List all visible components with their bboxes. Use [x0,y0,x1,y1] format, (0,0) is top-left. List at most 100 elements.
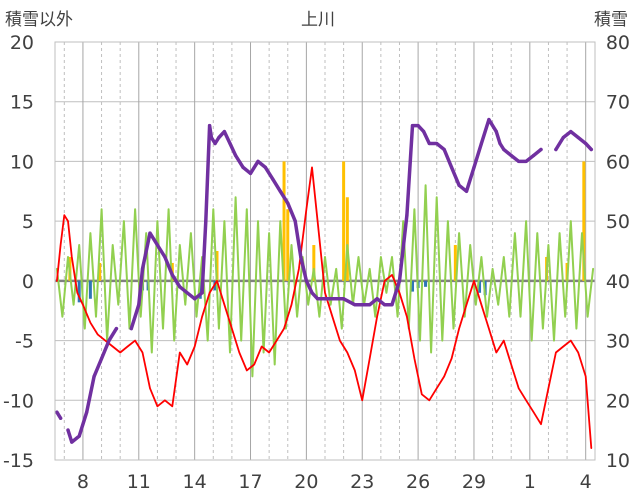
snow-depth-point [107,338,111,343]
snow-depth-point [155,243,160,247]
left-tick-label: -5 [15,331,34,353]
snow-depth-point [263,165,268,169]
sunshine-bar [88,280,92,299]
snow-depth-point [589,147,593,152]
snow-depth-point [278,189,282,193]
x-tick-label: 23 [350,471,374,493]
snow-depth-point [213,141,217,146]
snow_depth-line [55,117,594,444]
right-tick-label: 20 [606,390,630,412]
right-axis-title: 積雪 [594,10,628,30]
snow-depth-point [200,291,204,295]
left-tick-label: 15 [10,92,34,114]
x-tick-labels: 8 11 14 17 20 23 26 29 1 4 [77,471,592,493]
x-tick-label: 26 [406,471,430,493]
snow-depth-point [368,303,372,307]
snow-depth-point [222,129,227,134]
snow-depth-point [390,303,394,307]
snow-depth-point [539,147,543,152]
right-tick-label: 40 [606,271,630,293]
snow-depth-point [576,135,580,140]
snow-depth-point [217,135,221,140]
left-tick-label: 20 [10,32,34,54]
left-tick-label: -15 [3,450,34,472]
snow-depth-point [129,327,133,331]
right-tick-label: 80 [606,32,630,54]
snow-depth-point [375,297,379,301]
snow-depth-point [256,159,260,164]
x-tick-label: 11 [127,471,151,493]
x-tick-label: 4 [580,471,592,493]
sunshine-bar [411,280,415,292]
snow-depth-point [509,153,513,158]
left-axis-title: 積雪以外 [5,10,73,30]
snow-depth-point [342,297,346,301]
snow-depth-point [241,165,245,169]
left-tick-label: 5 [22,211,34,233]
snow-depth-point [416,124,420,128]
right-tick-label: 10 [606,450,630,472]
snow-depth-point [99,356,104,361]
snow-depth-point [353,303,357,307]
snow-depth-point [405,213,409,217]
snow-depth-point [323,297,327,301]
snow-depth-point [299,255,303,259]
snow-depth-point [92,374,96,378]
snow-depth-point [293,219,297,223]
left-tick-label: 10 [10,151,34,173]
precipitation-bar [286,209,290,281]
snow-depth-point [55,410,59,414]
x-tick-label: 8 [77,471,89,493]
axes [54,41,596,461]
right-tick-labels: 80 70 60 50 40 30 20 10 [606,32,630,472]
snow-depth-point [70,440,74,444]
snow-depth-point [315,297,320,301]
snow-depth-point [170,273,174,277]
snow-depth-point [140,267,145,271]
left-tick-label: 0 [22,271,34,293]
snow-depth-point [397,279,402,283]
snow-depth-point [310,291,314,295]
plot-frame [54,41,596,461]
snow-depth-point [584,141,588,146]
snow-depth-point [531,153,536,158]
snow-depth-point [77,434,81,438]
snow-depth-point [427,141,431,146]
sunshine-bar [478,280,482,293]
snow-depth-point [450,165,454,169]
snow-depth-point [494,129,498,134]
snow-depth-point [569,129,573,134]
precipitation-bar [312,245,316,281]
snow-depth-point [209,135,214,140]
precipitation-bar [453,245,457,281]
snow-depth-point [360,303,364,307]
snow-depth-point [271,177,275,181]
x-tick-label: 29 [462,471,486,493]
snow-depth-point [422,129,426,134]
snow-depth-point [487,118,491,122]
snow-depth-point [66,428,70,432]
snow-depth-point [304,279,308,283]
snow-depth-point [561,135,565,140]
precipitation-bar [582,161,586,281]
precipitation-bar [345,197,349,281]
chart-title: 上川 [301,10,335,30]
sunshine-bar [424,280,428,287]
snow-depth-point [554,147,558,152]
left-tick-labels: 20 15 10 5 0 -5 -10 -15 [3,32,34,472]
precipitation-bar [215,251,219,281]
snow-depth-point [517,159,521,164]
snow-depth-point [114,327,119,331]
snow-depth-point [185,291,189,295]
precipitation-bar [282,161,286,281]
snow-depth-point [464,189,469,193]
line-series [55,117,595,449]
snow-depth-point [228,141,232,146]
right-tick-label: 50 [606,211,630,233]
snow-depth-point [137,303,141,307]
snow-depth-point [148,231,152,235]
snow-depth-point [207,124,212,128]
right-tick-label: 60 [606,151,630,173]
snow-depth-point [410,124,415,128]
right-tick-label: 30 [606,331,630,353]
